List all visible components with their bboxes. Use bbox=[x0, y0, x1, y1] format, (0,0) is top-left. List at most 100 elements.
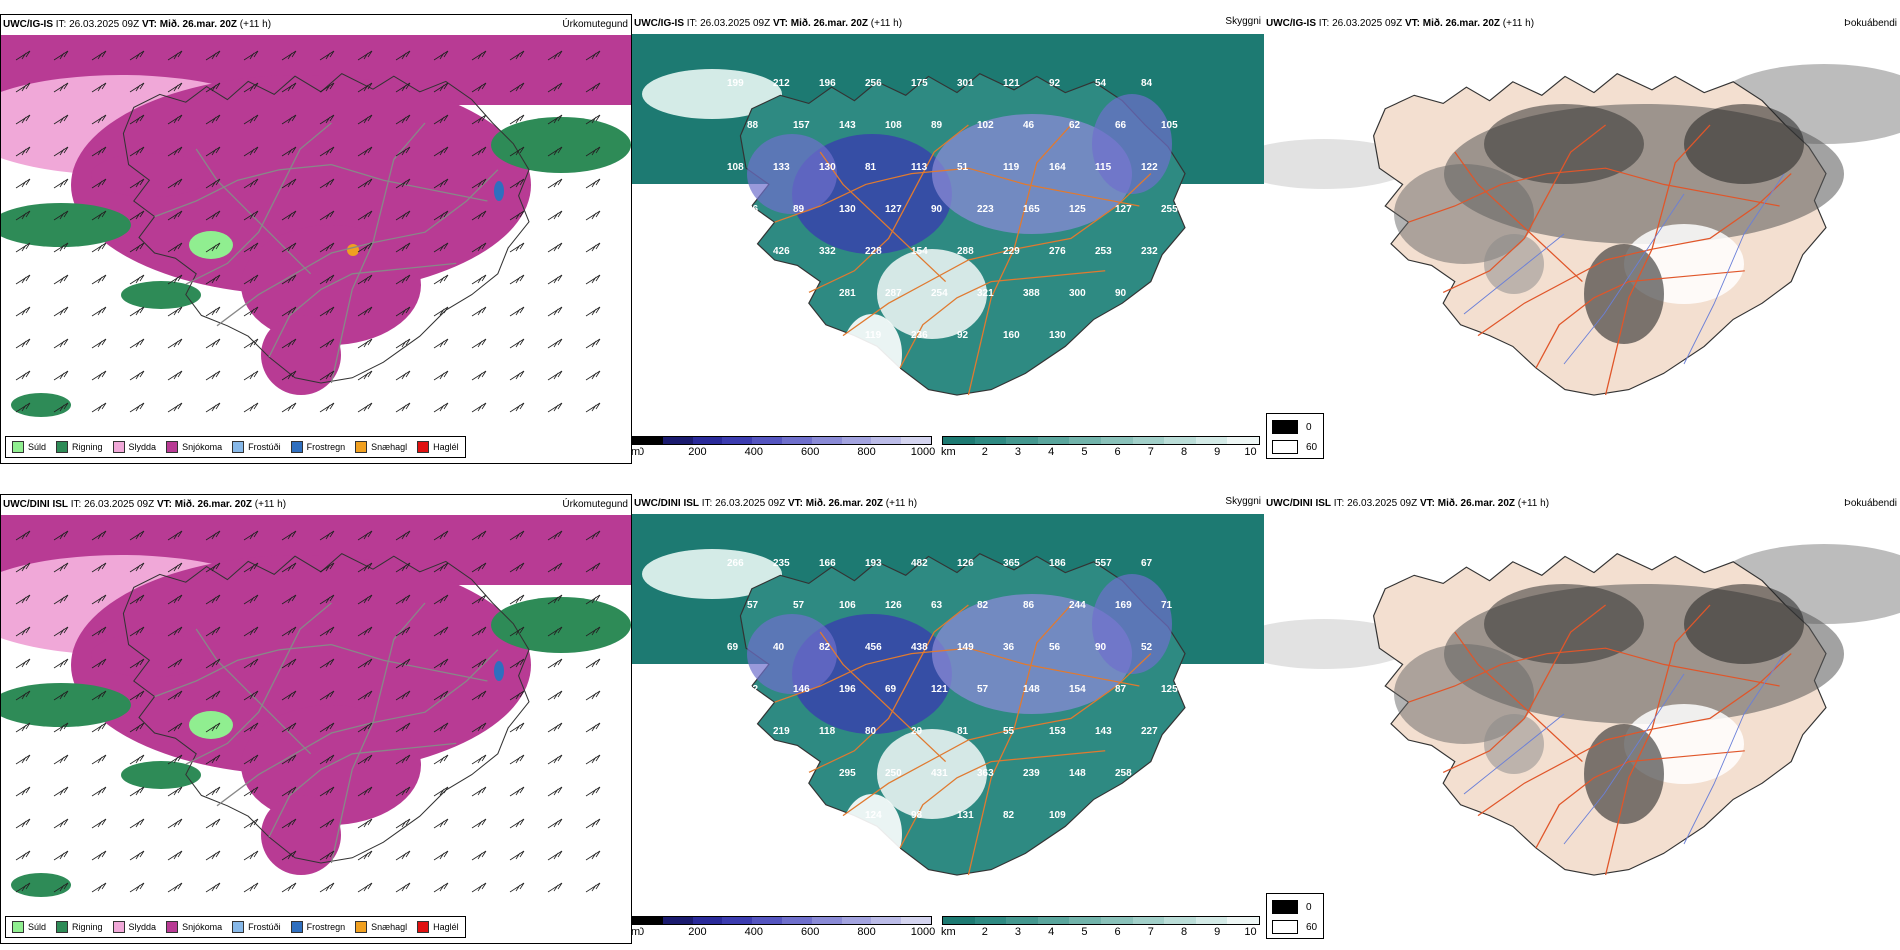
fog-shade bbox=[1684, 584, 1804, 664]
road-network bbox=[154, 122, 499, 384]
colorbar-unit: m bbox=[632, 926, 641, 938]
visibility-value-label: 227 bbox=[1141, 726, 1158, 737]
visibility-value-label: 149 bbox=[957, 642, 974, 653]
colorbar-cell bbox=[1195, 437, 1228, 444]
legend-swatch bbox=[166, 441, 179, 453]
colorbar-tick-label: 600 bbox=[801, 446, 820, 458]
colorbar-cell bbox=[871, 917, 902, 924]
legend-swatch bbox=[56, 441, 69, 453]
legend-swatch bbox=[417, 921, 430, 933]
visibility-value-label: 92 bbox=[957, 330, 969, 341]
legend-item: Snæhagl bbox=[355, 441, 407, 453]
visibility-value-label: 70 bbox=[819, 330, 831, 341]
colorbar-cell bbox=[662, 437, 693, 444]
visibility-value-label: 57 bbox=[747, 600, 759, 611]
colorbar-cell bbox=[662, 917, 693, 924]
visibility-value-label: 130 bbox=[839, 204, 856, 215]
visibility-value-label: 87 bbox=[1115, 684, 1127, 695]
visibility-value-label: 82 bbox=[819, 642, 831, 653]
visibility-value-label: 235 bbox=[773, 558, 790, 569]
visibility-value-label: 130 bbox=[819, 162, 836, 173]
iceland-outline bbox=[122, 72, 530, 384]
colorbar-cell bbox=[1100, 917, 1133, 924]
legend-swatch bbox=[12, 921, 24, 933]
drizzle-area bbox=[189, 231, 233, 259]
colorbar-tick-label: 8 bbox=[1180, 446, 1188, 458]
colorbar-ticks: 12345678910 bbox=[942, 925, 1260, 938]
visibility-value-label: 165 bbox=[1023, 204, 1040, 215]
colorbar-cells bbox=[942, 916, 1260, 925]
rain-area bbox=[1, 203, 131, 247]
colorbar-tick-label: 800 bbox=[857, 926, 876, 938]
visibility-value-label: 146 bbox=[793, 684, 810, 695]
visibility-value-label: 166 bbox=[819, 558, 836, 569]
visibility-value-label: 54 bbox=[1095, 78, 1107, 89]
legend-label: Rigning bbox=[72, 922, 103, 932]
freezing-rain-spot bbox=[494, 181, 504, 201]
visibility-value-label: 88 bbox=[747, 120, 759, 131]
visibility-value-label: 143 bbox=[839, 120, 856, 131]
colorbar-unit: km bbox=[941, 926, 956, 938]
legend-label: Snjókoma bbox=[182, 922, 223, 932]
visibility-value-label: 119 bbox=[1003, 162, 1020, 173]
colorbar-tick-label: 1000 bbox=[910, 926, 936, 938]
high-terrain bbox=[1092, 94, 1172, 194]
visibility-value-label: 130 bbox=[1049, 330, 1066, 341]
visibility-value-label: 29 bbox=[911, 726, 923, 737]
fog-legend-label: 0 bbox=[1306, 901, 1312, 913]
colorbar-cell bbox=[1037, 917, 1070, 924]
high-visibility-area bbox=[642, 549, 782, 599]
colorbar-tick-label: 7 bbox=[1147, 926, 1154, 938]
visibility-value-label: 252 bbox=[1141, 330, 1158, 341]
visibility-value-label: 57 bbox=[793, 600, 805, 611]
visibility-value-label: 157 bbox=[793, 120, 810, 131]
visibility-value-label: 219 bbox=[773, 726, 790, 737]
visibility-value-label: 557 bbox=[1095, 558, 1112, 569]
visibility-value-label: 121 bbox=[931, 684, 948, 695]
snow-area bbox=[91, 633, 211, 677]
fog-index-panel-top: UWC/IG-IS IT: 26.03.2025 09Z VT: Mið. 26… bbox=[1264, 14, 1900, 464]
visibility-value-label: 176 bbox=[793, 288, 810, 299]
fog-legend-row: 60 bbox=[1272, 440, 1318, 454]
panel-parameter: Þokuábendi bbox=[1844, 498, 1897, 509]
colorbar-cell bbox=[1037, 437, 1070, 444]
clear-area bbox=[1102, 744, 1264, 884]
panel-title: UWC/IG-IS IT: 26.03.2025 09Z VT: Mið. 26… bbox=[1266, 18, 1535, 29]
visibility-value-label: 124 bbox=[727, 330, 744, 341]
colorbar-tick-label: 0 bbox=[637, 926, 645, 938]
visibility-value-label: 236 bbox=[911, 330, 928, 341]
visibility-value-label: 426 bbox=[773, 246, 790, 257]
legend-label: Snjókoma bbox=[182, 442, 223, 452]
legend-item: Snjókoma bbox=[166, 441, 222, 453]
visibility-value-label: 143 bbox=[1095, 726, 1112, 737]
panel-title: UWC/DINI ISL IT: 26.03.2025 09Z VT: Mið.… bbox=[3, 499, 287, 510]
visibility-value-label: 119 bbox=[865, 330, 882, 341]
legend-label: Súld bbox=[28, 442, 47, 452]
visibility-value-label: 90 bbox=[931, 204, 943, 215]
snow-pellet-spot bbox=[347, 244, 359, 256]
visibility-value-label: 285 bbox=[793, 768, 810, 779]
fog-index-legend: 0 60 bbox=[1266, 893, 1324, 939]
legend-label: Haglél bbox=[433, 442, 459, 452]
visibility-value-label: 456 bbox=[865, 642, 882, 653]
clear-area bbox=[877, 729, 987, 819]
colorbar-unit: m bbox=[632, 446, 641, 458]
colorbar-cell bbox=[692, 917, 723, 924]
panel-parameter: Skyggni bbox=[1225, 16, 1261, 27]
visibility-colorbar: 12345678910km bbox=[941, 436, 1260, 458]
colorbar-tick-label: 10 bbox=[1244, 926, 1257, 938]
legend-item: Frostúði bbox=[232, 921, 281, 933]
panel-title: UWC/IG-IS IT: 26.03.2025 09Z VT: Mið. 26… bbox=[3, 19, 272, 30]
visibility-value-label: 196 bbox=[839, 684, 856, 695]
visibility-value-label: 86 bbox=[747, 204, 759, 215]
fog-legend-swatch bbox=[1272, 440, 1298, 454]
visibility-panel-bottom: UWC/DINI ISL IT: 26.03.2025 09Z VT: Mið.… bbox=[632, 494, 1264, 944]
colorbar-cell bbox=[1164, 437, 1196, 444]
fog-legend-row: 60 bbox=[1272, 920, 1318, 934]
panel-title: UWC/DINI ISL IT: 26.03.2025 09Z VT: Mið.… bbox=[1266, 498, 1550, 509]
colorbar-tick-label: 2 bbox=[981, 446, 988, 458]
visibility-value-label: 36 bbox=[1003, 642, 1015, 653]
colorbar-tick-label: 400 bbox=[744, 926, 763, 938]
legend-swatch bbox=[290, 441, 303, 453]
visibility-value-label: 363 bbox=[977, 768, 994, 779]
